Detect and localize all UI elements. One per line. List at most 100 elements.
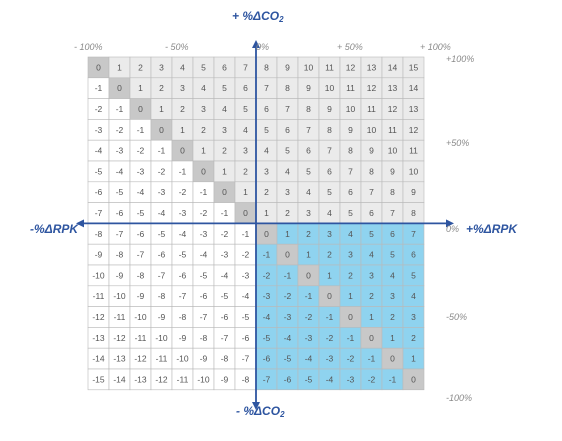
grid-cell-value: 2 [159, 83, 164, 93]
grid-cell-value: 11 [367, 104, 376, 114]
top-tick-minus-100: - 100% [74, 42, 103, 52]
grid-cell-value: -1 [368, 354, 376, 364]
grid-cell-value: -1 [305, 291, 313, 301]
grid-cell-value: -7 [221, 333, 229, 343]
grid-cell-value: 3 [222, 125, 227, 135]
grid-cell-value: 5 [201, 62, 206, 72]
grid-cell-value: 5 [306, 166, 311, 176]
grid-cell-value: -11 [177, 374, 189, 384]
grid-cell-value: -6 [284, 374, 292, 384]
grid-cell-value: -2 [284, 291, 292, 301]
grid-cell-value: -8 [221, 354, 229, 364]
top-tick-minus-50: - 50% [165, 42, 189, 52]
grid-cell-value: -3 [263, 291, 271, 301]
grid-cell-value: -6 [263, 354, 271, 364]
grid-cell-value: -6 [137, 229, 145, 239]
grid-cell-value: 3 [411, 312, 416, 322]
grid-cell-value: 4 [369, 250, 374, 260]
grid-cell-value: 2 [243, 166, 248, 176]
grid-cell-value: -8 [158, 291, 166, 301]
grid-cell-value: 8 [327, 125, 332, 135]
grid-cell-value: -2 [200, 208, 208, 218]
grid-cell-value: -1 [179, 166, 187, 176]
grid-cell-value: -2 [116, 125, 124, 135]
grid-cell-value: 1 [390, 333, 395, 343]
grid-cell-value: -3 [242, 270, 250, 280]
grid-cell-value: -4 [221, 270, 229, 280]
grid-cell-value: 7 [243, 62, 248, 72]
grid-cell-value: -8 [116, 250, 124, 260]
grid-cell-value: 9 [285, 62, 290, 72]
grid-cell-value: 6 [369, 208, 374, 218]
grid-cell-value: 0 [222, 187, 227, 197]
grid-cell-value: 7 [369, 187, 374, 197]
grid-cell-value: -8 [200, 333, 208, 343]
grid-cell-value: -6 [158, 250, 166, 260]
grid-cell-value: 8 [411, 208, 416, 218]
grid-cell-value: 6 [327, 166, 332, 176]
grid-cell-value: -3 [305, 333, 313, 343]
grid-cell-value: -7 [158, 270, 166, 280]
grid-cell-value: 3 [285, 187, 290, 197]
grid-cell-value: 3 [180, 83, 185, 93]
grid-cell-value: 11 [325, 62, 334, 72]
grid-cell-value: -3 [116, 146, 124, 156]
grid-cell-value: -5 [200, 270, 208, 280]
grid-cell-value: -2 [368, 374, 376, 384]
grid-cell-value: 7 [306, 125, 311, 135]
right-tick-plus-50: +50% [446, 138, 469, 148]
grid-cell-value: 0 [96, 62, 101, 72]
grid-cell-value: -2 [326, 333, 334, 343]
grid-cell-value: 0 [264, 229, 269, 239]
grid-cell-value: -9 [200, 354, 208, 364]
grid-cell-value: 4 [201, 83, 206, 93]
top-axis-title: + %ΔCO2 [232, 9, 284, 24]
grid-cell-value: 3 [327, 229, 332, 239]
grid-cell-value: -12 [113, 333, 126, 343]
top-tick-zero: 0% [256, 42, 269, 52]
right-axis-title: +%ΔRPK [466, 222, 517, 236]
grid-cell-value: -4 [305, 354, 313, 364]
grid-cell-value: -7 [137, 250, 145, 260]
grid-cell-value: -12 [134, 354, 147, 364]
grid-cell-value: 9 [327, 104, 332, 114]
grid-cell-value: 0 [348, 312, 353, 322]
grid-cell-value: -4 [326, 374, 334, 384]
grid-cell-value: 14 [409, 83, 419, 93]
grid-cell-value: 0 [159, 125, 164, 135]
grid-cell-value: -4 [242, 291, 250, 301]
grid-cell-value: 12 [388, 104, 398, 114]
grid-cell-value: 0 [201, 166, 206, 176]
grid-cell-value: -5 [137, 208, 145, 218]
grid-cell-value: 4 [243, 125, 248, 135]
grid-cell-value: -2 [179, 187, 187, 197]
grid-cell-value: -1 [242, 229, 250, 239]
grid-cell-value: -11 [114, 312, 126, 322]
grid-cell-value: 2 [411, 333, 416, 343]
grid-cell-value: 2 [369, 291, 374, 301]
grid-cell-value: 7 [327, 146, 332, 156]
grid-cell-value: 10 [325, 83, 335, 93]
grid-cell-value: 0 [117, 83, 122, 93]
grid-cell-value: 1 [138, 83, 143, 93]
grid-cell-value: -5 [179, 250, 187, 260]
grid-cell-value: -14 [113, 374, 126, 384]
grid-cell-value: -1 [326, 312, 334, 322]
grid-cell-value: 4 [306, 187, 311, 197]
grid-cell-value: -2 [137, 146, 145, 156]
grid-cell-value: 2 [306, 229, 311, 239]
grid-cell-value: 1 [306, 250, 311, 260]
grid-cell-value: -9 [179, 333, 187, 343]
grid-cell-value: -4 [263, 312, 271, 322]
grid-cell-value: -11 [156, 354, 168, 364]
grid-cell-value: 3 [390, 291, 395, 301]
grid-cell-value: -2 [158, 166, 166, 176]
grid-cell-value: -6 [242, 333, 250, 343]
grid-cell-value: -8 [137, 270, 145, 280]
grid-cell-value: 7 [348, 166, 353, 176]
grid-cell-value: -2 [263, 270, 271, 280]
grid-cell-value: -10 [176, 354, 189, 364]
grid-cell-value: -7 [263, 374, 271, 384]
grid-cell-value: 5 [390, 250, 395, 260]
